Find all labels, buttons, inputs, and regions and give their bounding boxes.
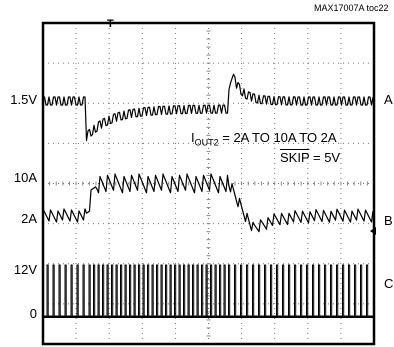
skip-annotation: SKIP = 5V <box>280 150 340 165</box>
annotation-line1-prefix: I <box>191 130 195 145</box>
y-label-10a: 10A <box>13 170 37 185</box>
y-label-zero: 0 <box>29 306 37 321</box>
channel-b-ground-marker <box>370 227 376 235</box>
part-number: MAX17007A toc22 <box>314 3 389 13</box>
plot-frame <box>41 21 376 346</box>
annotation-line2-name: SKIP <box>280 150 310 165</box>
channel-a-trace <box>43 73 374 142</box>
channel-b-trace <box>42 173 374 233</box>
channel-b-label: B <box>384 213 393 228</box>
annotation-line2-value: = 5V <box>309 150 341 165</box>
y-label-2a: 2A <box>21 211 37 226</box>
y-label-channel-a-offset: 1.5V <box>10 92 37 107</box>
channel-c-label: C <box>384 276 394 291</box>
annotation-line1-suffix: = 2A TO 10A TO 2A <box>218 130 337 145</box>
load-step-annotation: IOUT2 = 2A TO 10A TO 2A <box>191 130 337 148</box>
trigger-marker: T <box>107 18 114 30</box>
y-label-12v: 12V <box>13 262 37 277</box>
scope-traces <box>42 73 374 318</box>
annotation-line1-subscript: OUT2 <box>194 137 219 148</box>
channel-a-label: A <box>384 92 393 107</box>
